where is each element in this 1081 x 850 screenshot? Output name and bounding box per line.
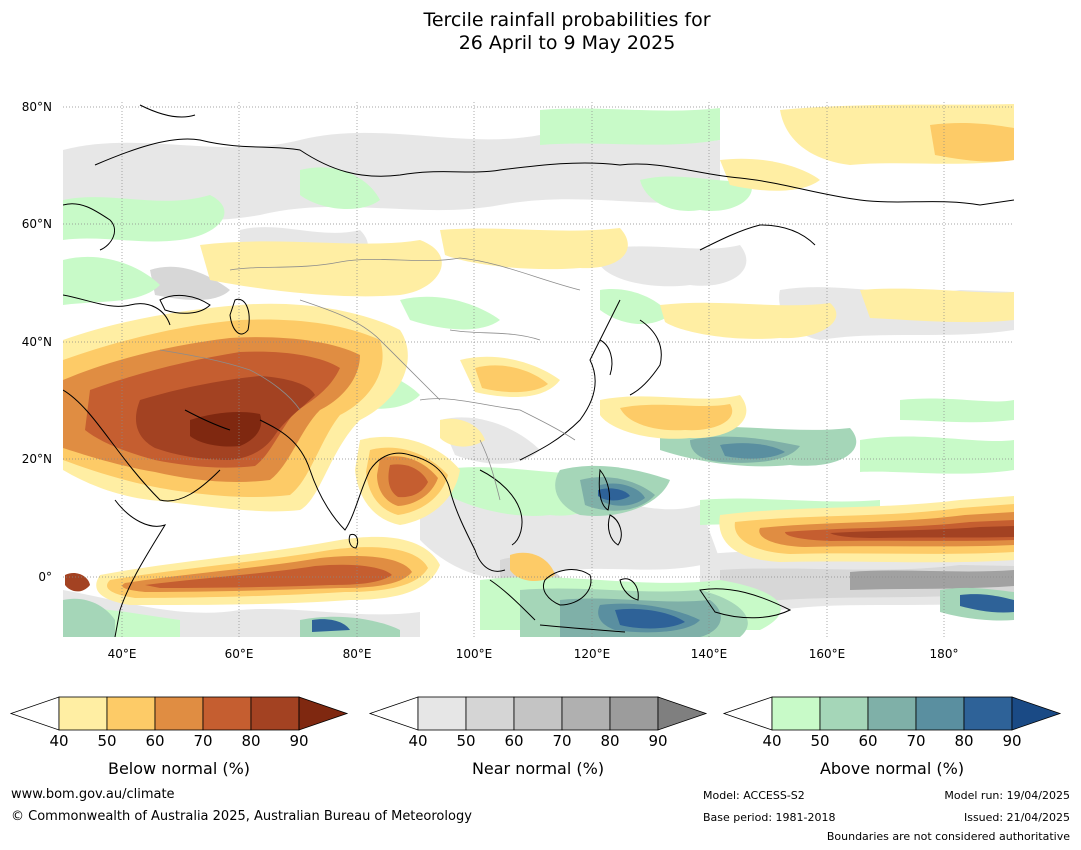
- above-normal-colorbar-low-arrow: [722, 696, 773, 731]
- below-normal-colorbar-cell: [106, 696, 156, 731]
- near-normal-tick-label: 80: [600, 732, 620, 750]
- below-normal-tick-label: 70: [193, 732, 213, 750]
- coastlines: [63, 104, 1014, 637]
- near-normal-colorbar-low-arrow: [368, 696, 419, 731]
- below-normal-colorbar-cell: [202, 696, 252, 731]
- near-normal-tick-label: 60: [504, 732, 524, 750]
- above-normal-tick-label: 80: [954, 732, 974, 750]
- copyright-text: © Commonwealth of Australia 2025, Austra…: [11, 809, 472, 824]
- lon-label-140e: 140°E: [690, 647, 728, 661]
- lat-label-80n: 80°N: [21, 100, 52, 114]
- above-normal-colorbar-cell: [915, 696, 965, 731]
- boundaries-disclaimer: Boundaries are not considered authoritat…: [826, 830, 1070, 843]
- lat-label-60n: 60°N: [21, 217, 52, 231]
- lon-label-60e: 60°E: [224, 647, 254, 661]
- colorbars: [9, 696, 1062, 731]
- below-normal-colorbar-high-arrow: [298, 696, 349, 731]
- below-normal-tick-label: 80: [241, 732, 261, 750]
- website-link[interactable]: www.bom.gov.au/climate: [11, 787, 175, 802]
- below-normal-tick-label: 50: [97, 732, 117, 750]
- near-normal-tick-label: 70: [552, 732, 572, 750]
- title-line-2: 26 April to 9 May 2025: [458, 32, 676, 54]
- near-normal-tick-label: 40: [408, 732, 428, 750]
- below-normal-tick-label: 90: [289, 732, 309, 750]
- lon-label-100e: 100°E: [455, 647, 493, 661]
- lon-label-160e: 160°E: [808, 647, 846, 661]
- model-name: Model: ACCESS-S2: [703, 789, 805, 802]
- below-normal-tick-label: 60: [145, 732, 165, 750]
- issued-date: Issued: 21/04/2025: [963, 811, 1070, 824]
- map-title: Tercile rainfall probabilities for 26 Ap…: [0, 9, 1081, 55]
- below-normal-tick-label: 40: [49, 732, 69, 750]
- above-normal-colorbar-cell: [771, 696, 821, 731]
- title-line-1: Tercile rainfall probabilities for: [423, 9, 711, 31]
- lat-label-0: 0°: [38, 570, 52, 584]
- near-normal-colorbar-cell: [513, 696, 563, 731]
- below-normal-colorbar-cell: [58, 696, 108, 731]
- below-normal-label: Below normal (%): [107, 759, 251, 778]
- model-run-date: Model run: 19/04/2025: [944, 789, 1070, 802]
- above-normal-tick-label: 60: [858, 732, 878, 750]
- near-normal-colorbar-cell: [609, 696, 659, 731]
- below-normal-colorbar-cell: [154, 696, 204, 731]
- above-normal-colorbar-cell: [963, 696, 1013, 731]
- country-borders: [159, 257, 581, 501]
- above-normal-label: Above normal (%): [819, 759, 965, 778]
- below-normal-colorbar-cell: [250, 696, 300, 731]
- above-normal-colorbar-high-arrow: [1011, 696, 1062, 731]
- lon-label-40e: 40°E: [107, 647, 137, 661]
- lon-label-120e: 120°E: [573, 647, 611, 661]
- near-normal-tick-label: 50: [456, 732, 476, 750]
- above-normal-tick-label: 40: [762, 732, 782, 750]
- lon-label-180: 180°: [929, 647, 959, 661]
- near-normal-colorbar-cell: [561, 696, 611, 731]
- below-normal-colorbar-low-arrow: [9, 696, 60, 731]
- near-normal-label: Near normal (%): [471, 759, 605, 778]
- lat-label-20n: 20°N: [21, 452, 52, 466]
- above-normal-tick-label: 90: [1002, 732, 1022, 750]
- above-normal-tick-label: 70: [906, 732, 926, 750]
- above-normal-colorbar-cell: [867, 696, 917, 731]
- near-normal-colorbar-cell: [417, 696, 467, 731]
- near-normal-tick-label: 90: [648, 732, 668, 750]
- near-normal-colorbar-cell: [465, 696, 515, 731]
- base-period: Base period: 1981-2018: [703, 811, 836, 824]
- lat-label-40n: 40°N: [21, 335, 52, 349]
- above-normal-tick-label: 50: [810, 732, 830, 750]
- above-normal-colorbar-cell: [819, 696, 869, 731]
- lon-label-80e: 80°E: [342, 647, 372, 661]
- below-normal-regions: [63, 104, 1014, 605]
- graticule: [63, 102, 1014, 637]
- above-normal-regions: [63, 108, 1014, 637]
- near-normal-colorbar-high-arrow: [657, 696, 708, 731]
